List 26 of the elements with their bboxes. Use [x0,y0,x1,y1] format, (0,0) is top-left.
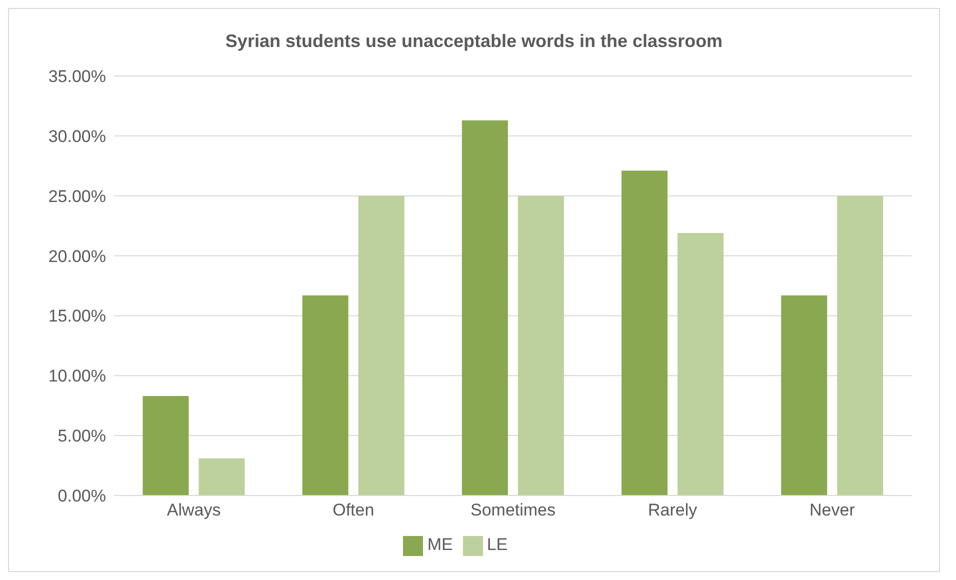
x-tick-label: Never [810,500,856,520]
y-tick-label: 10.00% [48,366,106,386]
y-tick-label: 35.00% [48,67,106,86]
legend-label: LE [486,535,508,554]
x-tick-label: Sometimes [470,500,556,520]
bar [678,233,724,496]
y-tick-label: 5.00% [58,426,106,446]
bar [837,196,884,496]
y-tick-label: 25.00% [48,186,106,206]
x-tick-label: Often [332,500,374,520]
legend-label: ME [427,535,453,554]
y-tick-label: 0.00% [58,486,106,506]
bar [142,396,189,496]
bar [622,170,668,496]
x-tick-label: Always [166,500,221,520]
y-tick-label: 30.00% [48,126,106,146]
bar [198,458,245,496]
bar [462,120,508,496]
y-tick-label: 15.00% [48,306,106,326]
bar [302,295,348,496]
x-tick-label: Rarely [648,500,698,520]
bar [518,196,564,496]
bar [358,196,404,496]
bar [781,295,828,496]
y-tick-label: 20.00% [48,246,106,266]
chart-title: Syrian students use unacceptable words in the classroom [224,31,724,53]
